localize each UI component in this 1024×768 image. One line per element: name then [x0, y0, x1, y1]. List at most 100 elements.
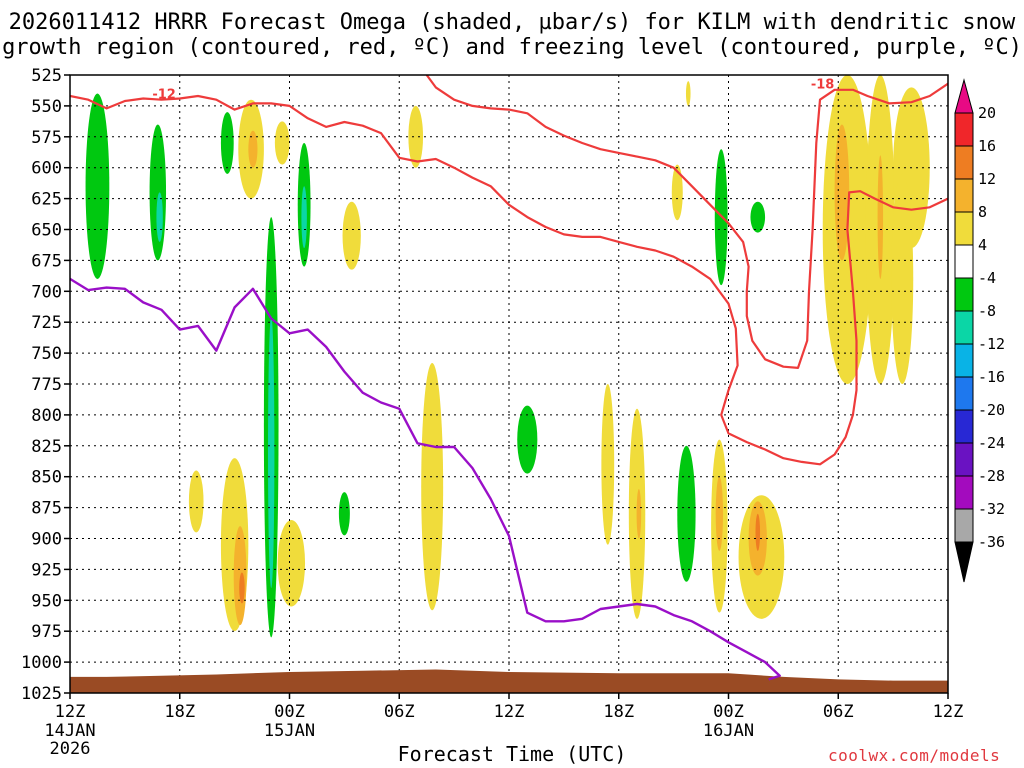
- colorbar-bin: [954, 409, 974, 444]
- x-date-label: 16JAN: [703, 721, 754, 741]
- omega-cell: [301, 186, 307, 249]
- colorbar-bin: [954, 508, 974, 543]
- x-year-label: 2026: [50, 739, 91, 759]
- omega-cell: [239, 572, 245, 604]
- y-tick-label: 725: [31, 313, 62, 333]
- x-tick-label: 18Z: [603, 702, 634, 722]
- omega-cell: [671, 164, 683, 221]
- y-tick-label: 925: [31, 560, 62, 580]
- omega-cell: [277, 519, 306, 607]
- y-tick-label: 1025: [21, 684, 62, 704]
- colorbar-label: -36: [978, 533, 1005, 551]
- colorbar-label: 4: [978, 236, 987, 254]
- x-date-label: 14JAN: [44, 721, 95, 741]
- y-tick-label: 950: [31, 591, 62, 611]
- x-tick-label: 12Z: [55, 702, 86, 722]
- colorbar-bin: [954, 343, 974, 378]
- omega-cell: [750, 201, 766, 233]
- omega-cell: [421, 362, 444, 611]
- colorbar-bin: [954, 211, 974, 246]
- contour-label: -12: [152, 87, 176, 102]
- colorbar-bin: [954, 244, 974, 279]
- colorbar-top-triangle: [954, 78, 974, 114]
- colorbar-bin: [954, 310, 974, 345]
- y-tick-label: 825: [31, 437, 62, 457]
- omega-cell: [677, 445, 696, 582]
- snow-growth-contour: [425, 75, 948, 369]
- colorbar-label: 20: [978, 104, 996, 122]
- terrain-fill: [70, 669, 948, 693]
- colorbar-label: -20: [978, 401, 1005, 419]
- x-tick-label: 00Z: [713, 702, 744, 722]
- colorbar-bottom-triangle: [954, 541, 974, 583]
- colorbar-label: -32: [978, 500, 1005, 518]
- y-tick-label: 775: [31, 375, 62, 395]
- y-tick-label: 900: [31, 530, 62, 550]
- omega-cell: [274, 121, 290, 165]
- colorbar-label: 12: [978, 170, 996, 188]
- credit-text: coolwx.com/models: [828, 746, 1001, 765]
- colorbar-label: -24: [978, 434, 1005, 452]
- omega-cell: [248, 130, 258, 168]
- chart-title-line-1: 2026011412 HRRR Forecast Omega (shaded, …: [8, 10, 1016, 35]
- x-tick-label: 06Z: [823, 702, 854, 722]
- y-tick-label: 700: [31, 282, 62, 302]
- y-tick-label: 550: [31, 97, 62, 117]
- snow-growth-contour: [70, 94, 948, 466]
- y-tick-label: 575: [31, 128, 62, 148]
- omega-cell: [268, 316, 275, 588]
- omega-cell: [891, 173, 914, 384]
- omega-cell: [149, 124, 167, 261]
- omega-cell: [156, 192, 163, 242]
- colorbar-label: 8: [978, 203, 987, 221]
- omega-cell: [755, 513, 761, 551]
- chart-title-line-2: growth region (contoured, red, ºC) and f…: [2, 35, 1022, 60]
- x-tick-label: 12Z: [494, 702, 525, 722]
- y-tick-label: 750: [31, 344, 62, 364]
- colorbar-bin: [954, 442, 974, 477]
- omega-cell: [636, 489, 642, 539]
- x-axis-label: Forecast Time (UTC): [397, 742, 627, 766]
- y-tick-label: 800: [31, 406, 62, 426]
- omega-cell: [408, 105, 424, 168]
- x-tick-label: 12Z: [933, 702, 964, 722]
- omega-cell: [834, 124, 850, 261]
- y-tick-label: 625: [31, 190, 62, 210]
- y-tick-label: 975: [31, 622, 62, 642]
- omega-cell: [220, 112, 234, 174]
- omega-cell: [715, 476, 724, 551]
- omega-cell: [685, 81, 691, 106]
- omega-cell: [338, 492, 350, 536]
- colorbar-label: -12: [978, 335, 1005, 353]
- colorbar-bin: [954, 145, 974, 180]
- y-tick-label: 675: [31, 251, 62, 271]
- colorbar-label: -28: [978, 467, 1005, 485]
- omega-cell: [342, 201, 361, 270]
- y-tick-label: 875: [31, 499, 62, 519]
- colorbar-bin: [954, 112, 974, 147]
- omega-cell: [877, 155, 884, 279]
- colorbar-bin: [954, 475, 974, 510]
- contour-label: -18: [811, 78, 835, 93]
- x-date-label: 15JAN: [264, 721, 315, 741]
- omega-cell: [601, 384, 615, 545]
- colorbar-label: -8: [978, 302, 996, 320]
- y-tick-label: 525: [31, 66, 62, 86]
- colorbar-bin: [954, 277, 974, 312]
- x-tick-label: 00Z: [274, 702, 305, 722]
- colorbar-bin: [954, 178, 974, 213]
- colorbar-label: -16: [978, 368, 1005, 386]
- x-tick-label: 06Z: [384, 702, 415, 722]
- omega-cell: [188, 470, 204, 533]
- colorbar-label: -4: [978, 269, 996, 287]
- x-tick-label: 18Z: [164, 702, 195, 722]
- y-tick-label: 600: [31, 159, 62, 179]
- freezing-level-contour: [70, 277, 781, 681]
- omega-cell: [85, 93, 110, 279]
- y-tick-label: 650: [31, 221, 62, 241]
- colorbar-bin: [954, 376, 974, 411]
- y-tick-label: 1000: [21, 653, 62, 673]
- omega-cell: [233, 526, 247, 626]
- colorbar-label: 16: [978, 137, 996, 155]
